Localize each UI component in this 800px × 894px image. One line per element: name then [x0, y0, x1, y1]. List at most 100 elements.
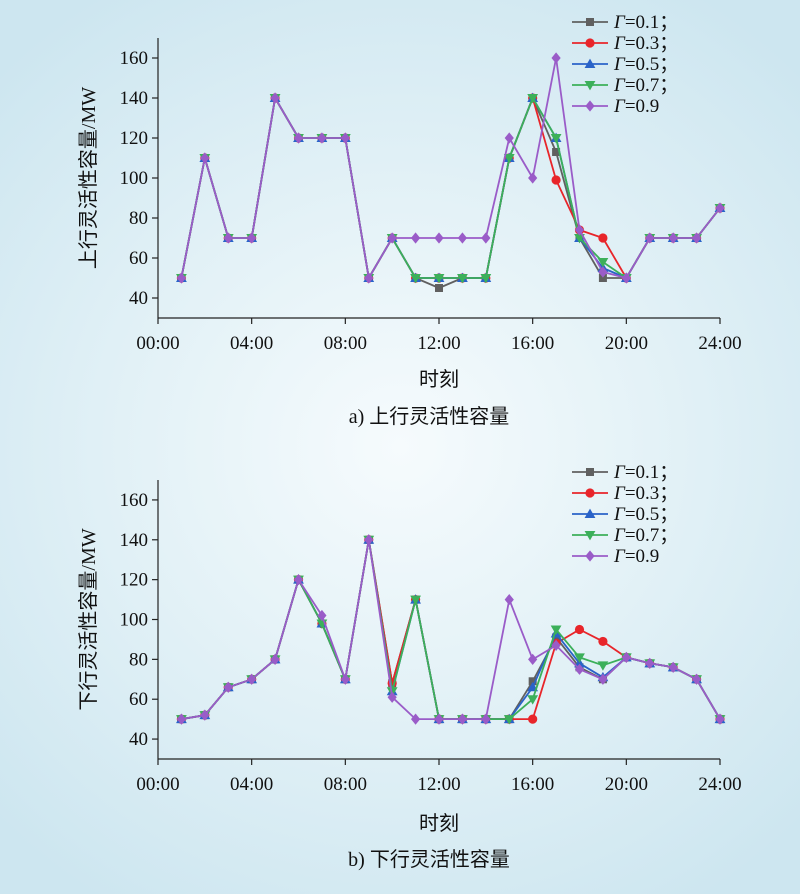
data-point [645, 657, 655, 669]
x-tick-label: 20:00 [605, 333, 648, 354]
legend-marker [585, 38, 595, 48]
data-point [457, 274, 468, 284]
legend-label: Γ=0.7； [613, 525, 678, 546]
chart-panel-b: 40 60 80 100 120 140 160 00:00 04:00 08:00 12:00 16… [77, 462, 742, 871]
series-line [180, 97, 721, 279]
x-tick-label: 00:00 [136, 774, 179, 795]
data-point [598, 673, 608, 685]
x-tick-label: 20:00 [605, 774, 648, 795]
data-point [293, 574, 304, 586]
data-point [317, 132, 327, 144]
chart-caption: a) 上行灵活性容量 [349, 405, 510, 428]
y-tick-label: 40 [129, 288, 148, 309]
data-point [364, 534, 374, 546]
data-point [317, 609, 327, 622]
x-tick-label: 16:00 [511, 333, 554, 354]
data-point [527, 94, 539, 104]
data-point [598, 274, 607, 282]
data-point [340, 132, 350, 144]
data-point [551, 52, 561, 64]
series-line [180, 97, 721, 279]
x-tick-label: 24:00 [698, 774, 741, 795]
data-point [574, 663, 585, 675]
data-point [598, 266, 608, 278]
data-point [528, 172, 538, 184]
data-point [481, 713, 491, 725]
data-point [715, 202, 725, 214]
data-point [597, 258, 609, 268]
data-point [621, 272, 631, 284]
data-point [691, 232, 702, 244]
data-point [410, 274, 421, 284]
data-point [457, 232, 468, 244]
y-tick-label: 60 [129, 248, 148, 269]
series-2 [176, 93, 725, 283]
legend-label: Γ=0.5； [613, 54, 678, 75]
legend-label: Γ=0.9 [613, 96, 659, 117]
x-tick-label: 16:00 [511, 774, 554, 795]
y-tick-label: 100 [120, 168, 149, 189]
data-point [364, 272, 374, 284]
y-tick-label: 120 [120, 570, 149, 591]
x-tick-label: 04:00 [230, 333, 273, 354]
x-tick-label: 04:00 [230, 774, 273, 795]
y-axis-label: 上行灵活性容量/MW [77, 87, 100, 269]
legend: Γ=0.1；Γ=0.3；Γ=0.5；Γ=0.7；Γ=0.9 [572, 462, 678, 567]
x-tick-label: 12:00 [417, 774, 460, 795]
series-line [180, 97, 721, 279]
data-point [551, 175, 561, 185]
data-point [340, 673, 350, 685]
y-tick-label: 60 [129, 689, 148, 710]
data-point [597, 661, 609, 671]
legend-label: Γ=0.1； [613, 462, 678, 483]
data-point [223, 232, 233, 244]
series-line [180, 97, 721, 289]
data-point [457, 713, 468, 725]
data-point [270, 92, 280, 104]
data-point [668, 232, 678, 244]
y-tick-label: 120 [120, 128, 149, 149]
legend-label: Γ=0.1； [613, 12, 678, 33]
data-point [293, 132, 304, 144]
x-axis-label: 时刻 [419, 368, 459, 391]
data-point [247, 673, 257, 685]
legend-marker [585, 100, 595, 112]
legend-marker [584, 531, 596, 541]
data-point [433, 274, 445, 284]
legend-label: Γ=0.3； [613, 483, 678, 504]
legend-marker [584, 81, 596, 91]
data-point [503, 154, 515, 164]
x-tick-label: 08:00 [324, 774, 367, 795]
series-5 [176, 52, 725, 284]
series-line [180, 57, 721, 279]
chart-panel-a: 40 60 80 100 120 140 160 00:00 04:00 08:00 12:00 16… [77, 12, 742, 428]
data-point [574, 624, 585, 635]
legend-label: Γ=0.9 [613, 546, 659, 567]
data-point [435, 284, 443, 292]
data-point [645, 232, 655, 244]
legend-marker [586, 18, 594, 26]
data-point [270, 653, 280, 665]
data-point [247, 232, 257, 244]
data-point [410, 232, 421, 244]
data-point [550, 625, 562, 635]
data-point [715, 713, 725, 725]
data-point [691, 673, 702, 685]
legend: Γ=0.1；Γ=0.3；Γ=0.5；Γ=0.7；Γ=0.9 [572, 12, 678, 117]
legend-label: Γ=0.3； [613, 33, 678, 54]
series-3 [176, 92, 726, 282]
x-tick-label: 12:00 [417, 333, 460, 354]
data-point [528, 714, 538, 724]
data-point [598, 636, 608, 647]
y-tick-label: 140 [120, 530, 149, 551]
y-tick-label: 80 [129, 208, 148, 229]
legend-marker [586, 468, 594, 476]
data-point [410, 595, 421, 605]
data-point [574, 224, 585, 236]
data-point [200, 152, 210, 164]
data-point [434, 232, 444, 244]
legend-marker [584, 58, 596, 68]
y-tick-label: 40 [129, 729, 148, 750]
data-point [621, 651, 631, 663]
data-point [504, 593, 514, 606]
